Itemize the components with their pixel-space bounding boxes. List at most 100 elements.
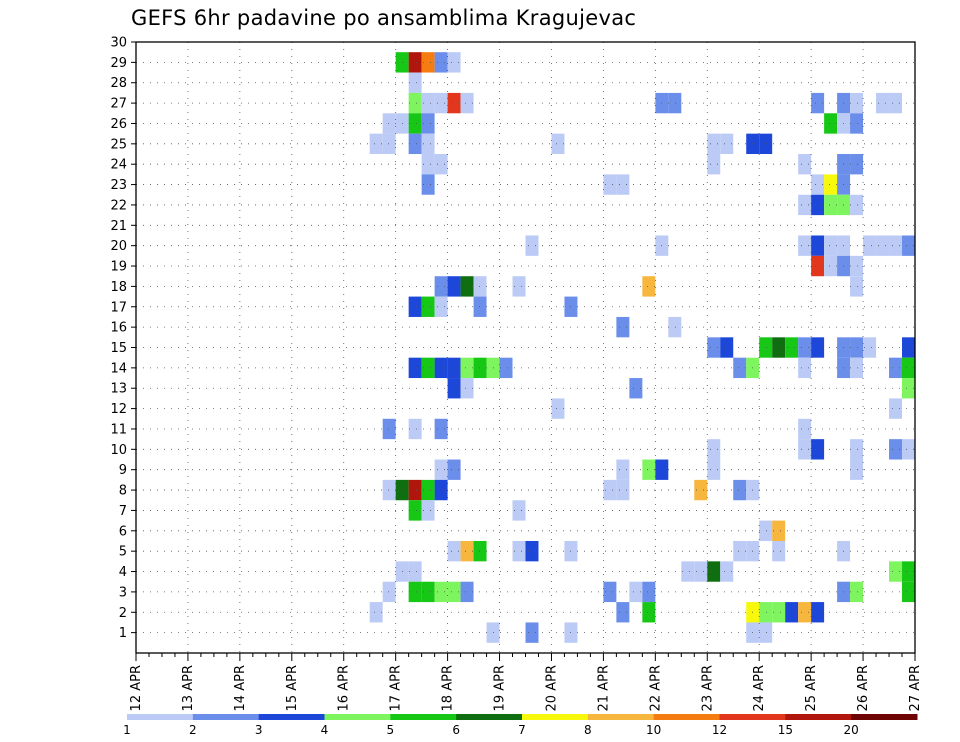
y-tick-label: 30 bbox=[110, 36, 127, 51]
colorbar-label: 1 bbox=[123, 723, 131, 737]
heatmap-cell bbox=[460, 581, 474, 603]
y-tick-label: 10 bbox=[110, 443, 127, 458]
heatmap-cell bbox=[902, 235, 915, 256]
y-tick-label: 14 bbox=[110, 361, 127, 376]
heatmap-cell bbox=[889, 92, 903, 114]
colorbar-swatch bbox=[390, 714, 457, 720]
x-tick-label: 25 APR bbox=[804, 665, 819, 711]
colorbar-label: 3 bbox=[255, 723, 263, 737]
heatmap-cell bbox=[785, 602, 799, 623]
heatmap-cell bbox=[889, 561, 903, 582]
heatmap-cell bbox=[603, 581, 617, 603]
colorbar-swatch bbox=[653, 714, 720, 720]
x-tick-label: 21 APR bbox=[596, 665, 611, 711]
y-tick-label: 2 bbox=[119, 606, 127, 621]
heatmap-cell bbox=[785, 337, 799, 358]
heatmap-cell bbox=[902, 337, 915, 358]
heatmap-cell bbox=[408, 72, 422, 93]
x-tick-label: 18 APR bbox=[441, 665, 456, 711]
colorbar-label: 2 bbox=[189, 723, 197, 737]
heatmap-cell bbox=[408, 296, 422, 317]
colorbar-label: 4 bbox=[321, 723, 329, 737]
y-tick-label: 12 bbox=[110, 402, 127, 417]
heatmap-cell bbox=[798, 194, 812, 216]
heatmap-cell bbox=[642, 602, 656, 623]
heatmap-cell bbox=[850, 337, 864, 358]
heatmap-cell bbox=[902, 581, 915, 603]
heatmap-cell bbox=[616, 174, 630, 195]
heatmap-cell bbox=[707, 561, 721, 582]
y-tick-label: 8 bbox=[119, 484, 127, 499]
colorbar-legend: 1 2 3 4 5 6 7 8 10 12 15 20 bbox=[123, 714, 918, 737]
x-tick-label: 20 APR bbox=[544, 665, 559, 711]
heatmap-cell bbox=[720, 561, 734, 582]
heatmap-cell bbox=[811, 337, 825, 358]
colorbar-swatch bbox=[522, 714, 589, 720]
heatmap-cell bbox=[694, 561, 708, 582]
heatmap-cell bbox=[902, 561, 915, 582]
heatmap-cell bbox=[616, 602, 630, 623]
heatmap-cell bbox=[824, 113, 838, 134]
heatmap-cell bbox=[642, 581, 656, 603]
x-axis: 12 APR 13 APR 14 APR 15 APR 16 APR 17 APR 18 A… bbox=[129, 653, 923, 711]
y-tick-label: 24 bbox=[110, 158, 127, 173]
heatmap-cell bbox=[460, 276, 474, 297]
x-tick-label: 13 APR bbox=[181, 665, 196, 711]
colorbar-swatch bbox=[719, 714, 786, 720]
colorbar-swatch bbox=[587, 714, 655, 720]
y-tick-label: 25 bbox=[110, 137, 127, 152]
heatmap-cell bbox=[850, 276, 864, 297]
y-tick-label: 22 bbox=[110, 198, 127, 213]
heatmap-cell bbox=[850, 255, 864, 277]
heatmap-cell bbox=[421, 52, 435, 73]
heatmap-cell bbox=[772, 540, 786, 562]
heatmap-cell bbox=[850, 194, 864, 216]
y-tick-label: 19 bbox=[110, 260, 127, 275]
heatmap-cell bbox=[408, 357, 422, 379]
heatmap-cell bbox=[473, 357, 487, 379]
heatmap-cell bbox=[772, 337, 786, 358]
heatmap-cell bbox=[408, 561, 422, 582]
x-tick-label: 12 APR bbox=[129, 665, 144, 711]
heatmap-cell bbox=[408, 52, 422, 73]
colorbar-swatch bbox=[192, 714, 260, 720]
colorbar-label: 8 bbox=[584, 723, 592, 737]
heatmap-cell bbox=[382, 133, 396, 155]
heatmap-cell bbox=[863, 337, 877, 358]
heatmap-cell bbox=[772, 520, 786, 541]
heatmap-cell bbox=[408, 581, 422, 603]
heatmap-cell bbox=[733, 479, 747, 501]
heatmap-cell bbox=[798, 439, 812, 460]
heatmap-cell bbox=[850, 581, 864, 603]
heatmap-cell bbox=[772, 602, 786, 623]
heatmap-cell bbox=[434, 459, 448, 480]
heatmap-cell bbox=[408, 500, 422, 521]
heatmap-cell bbox=[863, 235, 877, 256]
heatmap-cell bbox=[382, 113, 396, 134]
heatmap-cell bbox=[408, 133, 422, 155]
heatmap-cell bbox=[798, 357, 812, 379]
heatmap-cell bbox=[668, 92, 682, 114]
y-tick-label: 5 bbox=[119, 545, 127, 560]
heatmap-cell bbox=[382, 418, 396, 440]
heatmap-cell bbox=[876, 235, 890, 256]
heatmap-cell bbox=[811, 602, 825, 623]
heatmap-cell bbox=[902, 378, 915, 399]
heatmap-cell bbox=[525, 540, 539, 562]
heatmap-cell bbox=[720, 337, 734, 358]
heatmap-cell bbox=[447, 378, 461, 399]
heatmap-cell bbox=[421, 113, 435, 134]
y-tick-label: 28 bbox=[110, 76, 127, 91]
heatmap-cell bbox=[408, 92, 422, 114]
heatmap-cell bbox=[850, 92, 864, 114]
heatmap-cell bbox=[460, 540, 474, 562]
heatmap-cell bbox=[824, 174, 838, 195]
heatmap-cell bbox=[421, 479, 435, 501]
heatmap-cell bbox=[447, 357, 461, 379]
heatmap-cell bbox=[707, 154, 721, 175]
heatmap-cell bbox=[473, 276, 487, 297]
chart-title: GEFS 6hr padavine po ansamblima Kragujev… bbox=[131, 6, 637, 30]
y-tick-label: 16 bbox=[110, 321, 127, 336]
x-tick-label: 16 APR bbox=[337, 665, 352, 711]
